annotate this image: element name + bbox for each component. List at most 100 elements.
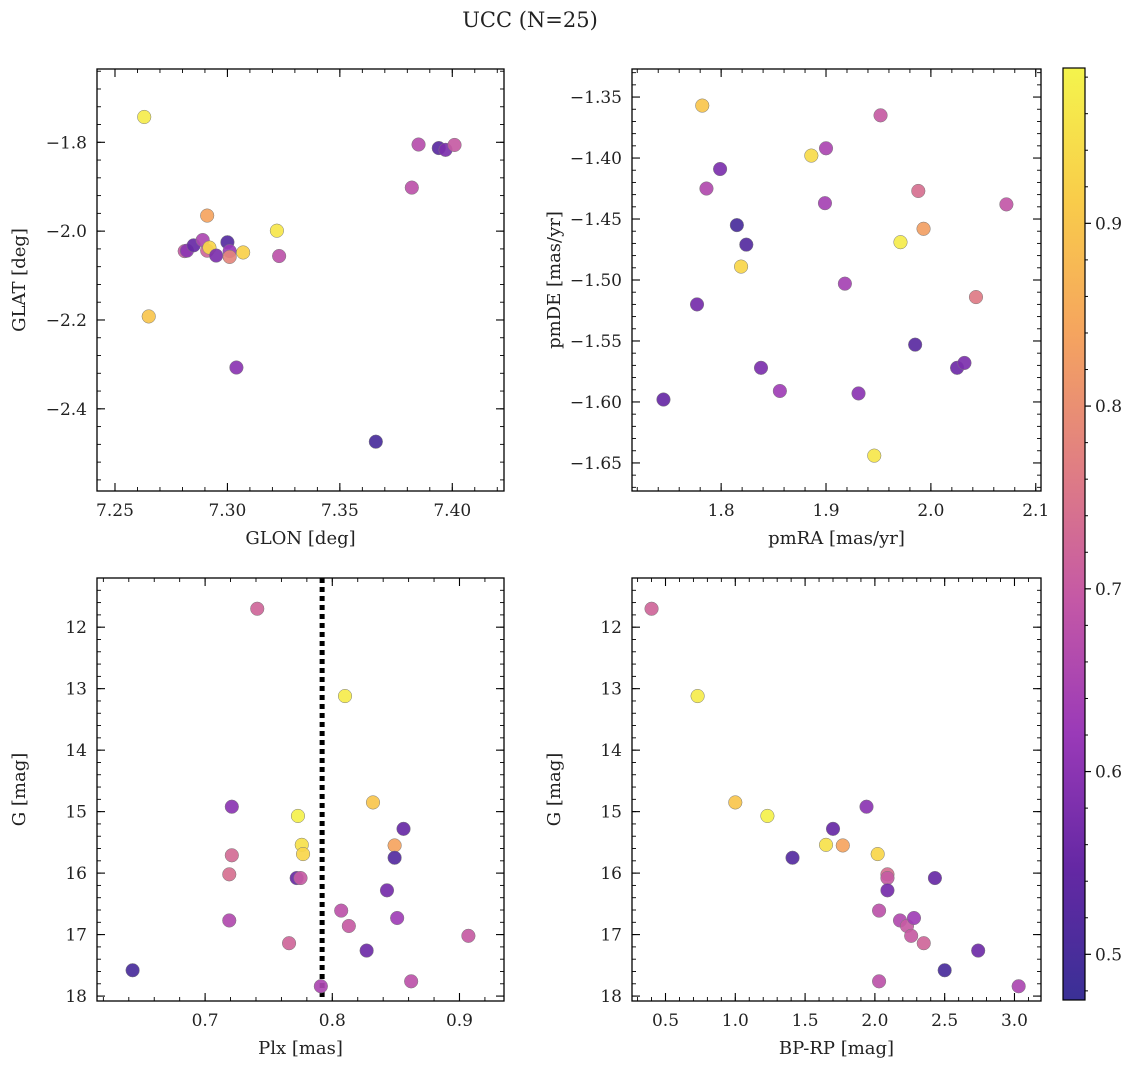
- scatter-point: [236, 245, 251, 260]
- scatter-point: [785, 850, 800, 865]
- scatter-point: [911, 183, 926, 199]
- x-tick-label: 2.1: [1022, 501, 1049, 521]
- panel-glon-glat: 7.25 7.30 7.35 7.40 −1.8 −2.0 −2.2 −2.4 GLON [de…: [9, 68, 505, 549]
- scatter-point: [293, 870, 308, 886]
- scatter-point: [313, 979, 328, 994]
- scatter-point: [825, 821, 841, 836]
- scatter-point: [927, 870, 942, 886]
- colorbar: 0.5 0.6 0.7 0.8 0.9: [1062, 67, 1122, 1001]
- scatter-point: [396, 821, 411, 836]
- scatter-point: [968, 290, 984, 305]
- scatter-point: [937, 963, 952, 978]
- scatter-point: [734, 259, 749, 274]
- figure-title: UCC (N=25): [462, 8, 598, 32]
- y-tick-label: −1.65: [570, 454, 622, 474]
- scatter-point: [404, 180, 419, 195]
- scatter-point: [713, 161, 728, 177]
- scatter-point: [859, 799, 874, 814]
- scatter-point: [272, 248, 287, 264]
- x-tick-label: 1.5: [792, 1011, 819, 1031]
- y-tick-label: 13: [600, 680, 622, 700]
- axes-frame: [631, 68, 1042, 492]
- scatter-point: [837, 276, 852, 291]
- y-tick-label: −1.60: [570, 393, 622, 413]
- scatter-point: [906, 910, 922, 926]
- y-tick-label: 12: [65, 618, 87, 638]
- scatter-point: [695, 98, 710, 113]
- scatter-point: [739, 237, 754, 252]
- scatter-point: [390, 910, 405, 926]
- scatter-point: [224, 799, 239, 814]
- scatter-point: [404, 974, 419, 989]
- y-tick-label: 13: [65, 680, 87, 700]
- x-tick-label: 2.0: [861, 1011, 888, 1031]
- scatter-point: [817, 196, 833, 211]
- scatter-point: [447, 137, 462, 153]
- scatter-point: [290, 808, 306, 823]
- scatter-point: [1011, 979, 1026, 994]
- y-tick-label: 17: [65, 926, 87, 946]
- scatter-point: [269, 223, 284, 238]
- x-tick-label: 7.40: [433, 501, 471, 521]
- scatter-point: [818, 141, 834, 156]
- y-tick-label: 15: [600, 803, 622, 823]
- scatter-point: [379, 883, 395, 898]
- y-tick-label: 18: [600, 987, 622, 1007]
- scatter-point: [957, 355, 972, 370]
- scatter-point: [904, 928, 919, 943]
- scatter-point: [880, 883, 895, 898]
- colorbar-tick-label: 0.7: [1095, 580, 1122, 600]
- scatter-point: [341, 918, 356, 934]
- scatter-point: [753, 360, 769, 375]
- scatter-point: [222, 867, 237, 882]
- scatter-point: [229, 360, 244, 375]
- axes-frame: [96, 68, 505, 492]
- scatter-point: [200, 208, 215, 223]
- colorbar-tick-label: 0.8: [1095, 397, 1122, 417]
- x-tick-label: 0.5: [652, 1011, 679, 1031]
- x-tick-label: 1.8: [708, 501, 735, 521]
- axes-frame: [631, 577, 1042, 1002]
- y-tick-label: −2.4: [46, 400, 87, 420]
- scatter-point: [908, 337, 923, 352]
- colorbar-gradient: [1062, 67, 1086, 1001]
- scatter-point: [971, 943, 986, 958]
- y-tick-label: −1.50: [570, 271, 622, 291]
- x-axis-label: BP-RP [mag]: [779, 1038, 894, 1059]
- scatter-point: [851, 386, 866, 401]
- scatter-point: [818, 837, 834, 852]
- y-tick-label: 16: [65, 864, 87, 884]
- x-tick-label: 2.0: [917, 501, 944, 521]
- y-axis-label: GLAT [deg]: [9, 228, 30, 332]
- x-tick-label: 0.7: [192, 1011, 219, 1031]
- panel-bprp-g: 0.5 1.0 1.5 2.0 2.5 3.0 12 13 14 15 16 17 18 BP-RP [m…: [544, 577, 1042, 1059]
- scatter-point: [368, 434, 383, 449]
- scatter-point: [222, 249, 237, 264]
- scatter-point: [282, 936, 297, 951]
- scatter-point: [870, 847, 885, 862]
- x-tick-label: 7.30: [208, 501, 246, 521]
- scatter-point: [222, 913, 237, 928]
- colorbar-ticks: 0.5 0.6 0.7 0.8 0.9: [1085, 76, 1122, 992]
- scatter-point: [916, 221, 931, 236]
- scatter-point: [999, 197, 1014, 212]
- colorbar-tick-label: 0.9: [1095, 214, 1122, 234]
- x-axis-label: GLON [deg]: [245, 528, 355, 549]
- y-tick-label: 17: [600, 926, 622, 946]
- y-tick-label: −1.35: [570, 88, 622, 108]
- x-tick-label: 1.9: [812, 501, 839, 521]
- scatter-point: [137, 109, 152, 125]
- x-tick-label: 3.0: [1001, 1011, 1028, 1031]
- scatter-point: [644, 601, 659, 616]
- axes-frame: [96, 577, 505, 1002]
- y-tick-label: −2.0: [46, 222, 87, 242]
- y-tick-label: −1.45: [570, 210, 622, 230]
- y-tick-label: 12: [600, 618, 622, 638]
- scatter-point: [835, 838, 850, 853]
- scatter-point: [689, 297, 705, 312]
- y-tick-label: 16: [600, 864, 622, 884]
- x-tick-label: 7.25: [96, 501, 134, 521]
- x-tick-label: 7.35: [321, 501, 359, 521]
- y-axis-label: pmDE [mas/yr]: [544, 211, 565, 349]
